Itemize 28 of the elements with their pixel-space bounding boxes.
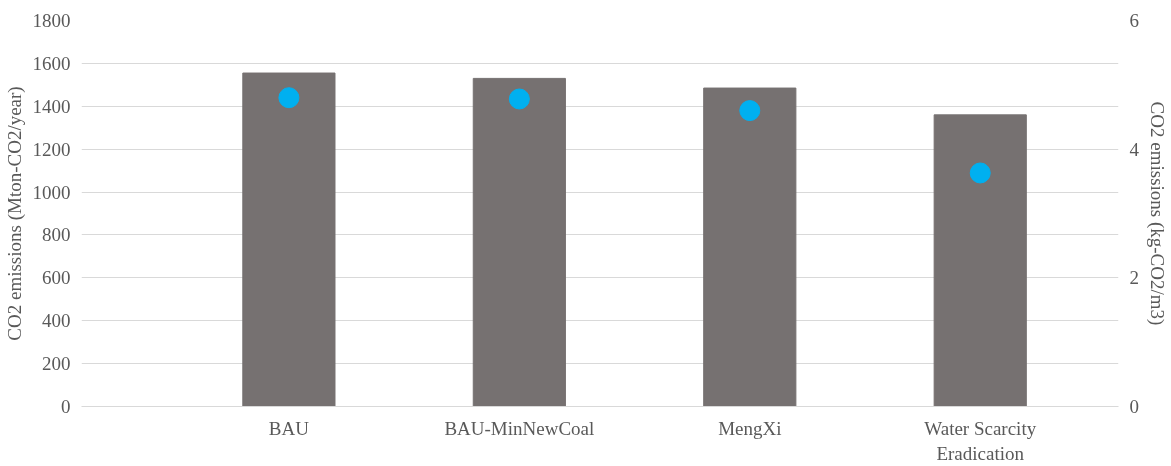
y-tick-label: 1600: [32, 52, 71, 74]
y-tick-label: 400: [42, 310, 71, 332]
y-tick-label: 0: [61, 396, 71, 417]
point: [508, 88, 530, 110]
x-tick-label: BAU: [268, 417, 310, 439]
y2-tick-label: 4: [1129, 138, 1140, 160]
x-tick-label: BAU-MinNewCoal: [444, 417, 595, 439]
y2-tick-label: 0: [1129, 396, 1139, 417]
point: [278, 87, 300, 109]
bar: [472, 77, 566, 407]
y-tick-label: 200: [42, 353, 71, 375]
bar: [703, 87, 797, 407]
point: [739, 100, 761, 122]
y-tick-label: 1400: [32, 95, 71, 117]
point: [969, 162, 991, 184]
bar: [933, 114, 1027, 407]
bar: [242, 72, 336, 407]
x-tick-label: MengXi: [718, 417, 782, 439]
y-tick-label: 1000: [32, 181, 71, 203]
y2-axis-title: CO2 emissions (kg-CO2/m3): [1146, 101, 1168, 326]
y2-tick-label: 2: [1129, 267, 1139, 289]
y-tick-label: 1800: [32, 10, 71, 31]
y-axis-title: CO2 emissions (Mton-CO2/year): [3, 86, 26, 341]
y2-tick-label: 6: [1129, 10, 1139, 31]
y-tick-label: 600: [42, 267, 71, 289]
x-tick-label: Water Scarcity Eradication: [924, 417, 1037, 464]
y-tick-label: 800: [42, 224, 71, 246]
y-tick-label: 1200: [32, 138, 71, 160]
